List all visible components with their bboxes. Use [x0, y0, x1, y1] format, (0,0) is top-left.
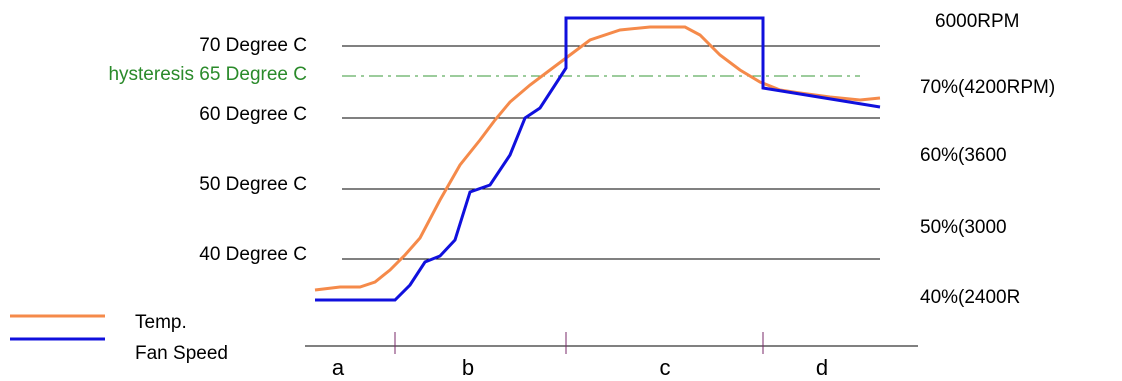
left-label: 50 Degree C	[199, 174, 307, 195]
left-label: hysteresis 65 Degree C	[108, 64, 307, 85]
left-label: 40 Degree C	[199, 244, 307, 265]
phase-label: b	[462, 355, 474, 380]
legend-label: Temp.	[135, 312, 187, 333]
phase-label: a	[332, 355, 345, 380]
phase-label: c	[660, 355, 671, 380]
right-label: 6000RPM	[935, 11, 1020, 32]
left-label: 70 Degree C	[199, 35, 307, 56]
right-label: 60%(3600	[920, 145, 1007, 166]
temp-curve	[314, 25, 881, 292]
legend-label: Fan Speed	[135, 343, 228, 364]
left-label: 60 Degree C	[199, 104, 307, 125]
right-label: 50%(3000	[920, 217, 1007, 238]
right-label: 70%(4200RPM)	[920, 77, 1055, 98]
right-label: 40%(2400R	[920, 287, 1020, 308]
fan-curve	[315, 16, 881, 302]
phase-label: d	[816, 355, 828, 380]
